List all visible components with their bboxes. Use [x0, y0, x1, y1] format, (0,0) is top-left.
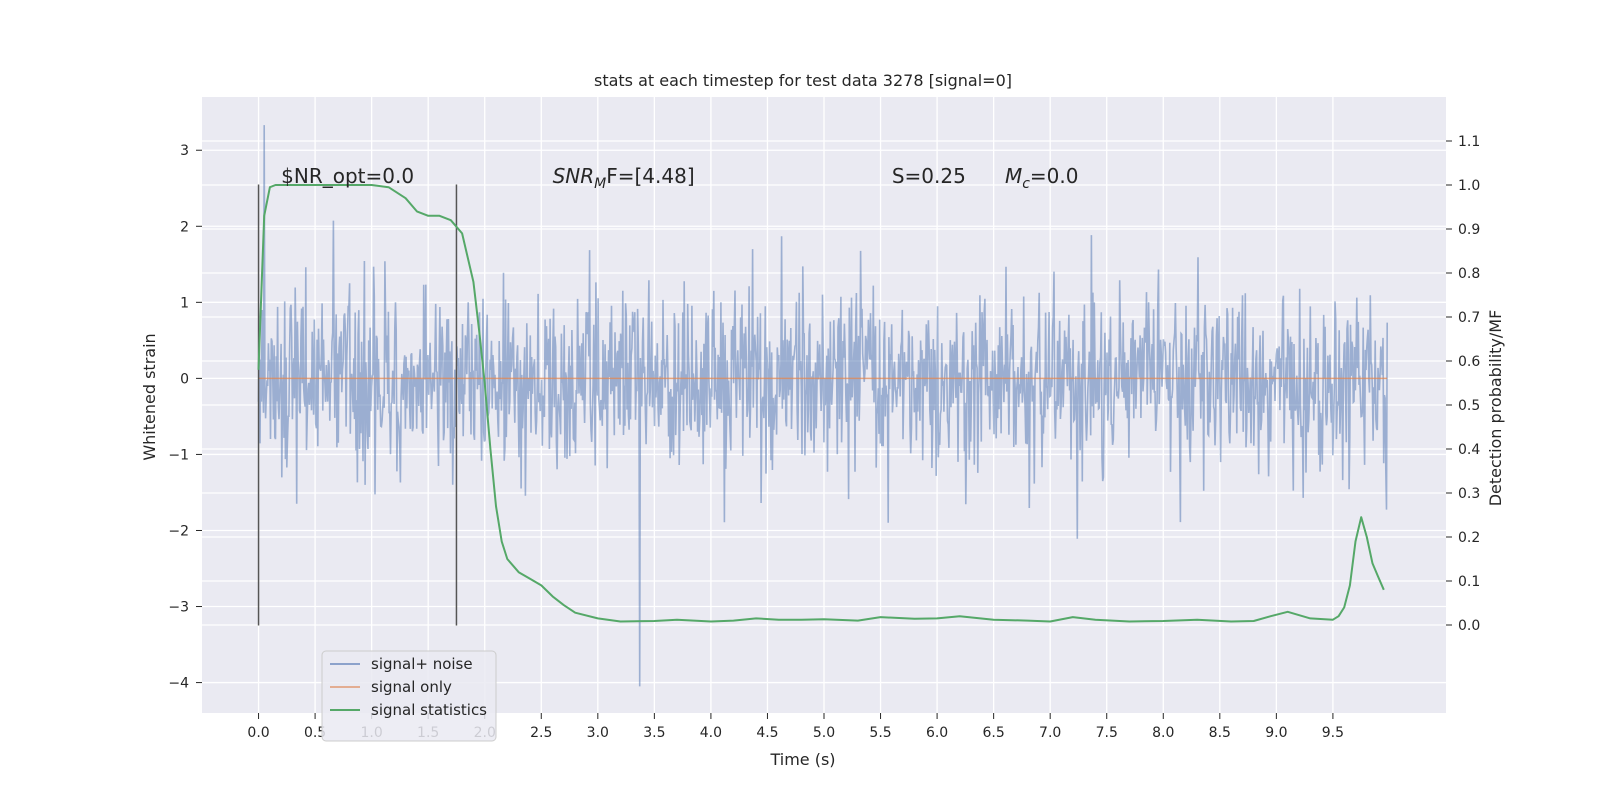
- annotations: $NR_opt=0.0 SNRMF=[4.48] S=0.25 Mc=0.0: [281, 164, 1078, 192]
- y2-tick-label: 0.7: [1458, 310, 1480, 326]
- annotation-mc: Mc=0.0: [1005, 164, 1079, 192]
- y2-tick-label: 0.6: [1458, 354, 1480, 370]
- y-tick-label: −4: [168, 676, 189, 692]
- legend-label: signal statistics: [371, 701, 487, 719]
- annotation-snr-mf-value: F=[4.48]: [606, 164, 694, 188]
- y-tick-label: 1: [180, 295, 189, 311]
- x-tick-label: 8.5: [1209, 725, 1231, 741]
- series-signal-noise-line: [257, 125, 1388, 687]
- y-tick-label: −1: [168, 447, 189, 463]
- chart-title: stats at each timestep for test data 327…: [594, 71, 1012, 90]
- legend-label: signal only: [371, 678, 452, 696]
- x-tick-label: 5.0: [813, 725, 835, 741]
- x-tick-label: 2.5: [530, 725, 552, 741]
- y-axis-label: Whitened strain: [140, 333, 159, 460]
- y2-tick-label: 1.1: [1458, 134, 1480, 150]
- y-tick-label: 0: [180, 371, 189, 387]
- annotation-snr-mf-part: SNR: [553, 164, 595, 188]
- x-tick-label: 6.5: [983, 725, 1005, 741]
- x-tick-label: 4.5: [756, 725, 778, 741]
- y2-tick-label: 1.0: [1458, 178, 1480, 194]
- x-tick-label: 5.5: [869, 725, 891, 741]
- x-tick-label: 7.5: [1096, 725, 1118, 741]
- legend-label: signal+ noise: [371, 655, 473, 673]
- series-signal-statistics-line: [257, 184, 1385, 623]
- x-tick-label: 9.5: [1322, 725, 1344, 741]
- x-tick-label: 9.0: [1265, 725, 1287, 741]
- annotation-snr-mf-subscript: M: [594, 176, 606, 192]
- y2-tick-label: 0.3: [1458, 486, 1480, 502]
- y2-tick-label: 0.8: [1458, 266, 1480, 282]
- y2-axis-label: Detection probability/MF: [1486, 310, 1505, 507]
- plot-area: 0.00.51.01.52.02.53.03.54.04.55.05.56.06…: [168, 97, 1480, 742]
- x-tick-label: 8.0: [1152, 725, 1174, 741]
- y2-tick-label: 0.5: [1458, 398, 1480, 414]
- y2-tick-label: 0.2: [1458, 530, 1480, 546]
- x-tick-label: 0.0: [247, 725, 269, 741]
- x-axis-label: Time (s): [769, 750, 835, 769]
- y2-tick-label: 0.9: [1458, 222, 1480, 238]
- legend-box: [321, 650, 497, 742]
- x-tick-label: 0.5: [304, 725, 326, 741]
- y2-tick-label: 0.0: [1458, 618, 1480, 634]
- x-tick-label: 6.0: [926, 725, 948, 741]
- annotation-mc-subscript: c: [1022, 176, 1030, 192]
- x-tick-label: 7.0: [1039, 725, 1061, 741]
- annotation-snr-mf: SNRMF=[4.48]: [553, 164, 695, 192]
- y2-tick-label: 0.4: [1458, 442, 1480, 458]
- y-tick-label: 3: [180, 143, 189, 159]
- y-tick-label: 2: [180, 219, 189, 235]
- annotation-snr-opt: $NR_opt=0.0: [281, 164, 414, 188]
- y-tick-label: −2: [168, 523, 189, 539]
- annotation-mc-symbol: M: [1005, 164, 1022, 188]
- annotation-s: S=0.25: [892, 164, 966, 188]
- y2-tick-label: 0.1: [1458, 574, 1480, 590]
- tick-labels: 0.00.51.01.52.02.53.03.54.04.55.05.56.06…: [168, 134, 1480, 741]
- x-tick-label: 3.0: [587, 725, 609, 741]
- y-tick-label: −3: [168, 600, 189, 616]
- x-tick-label: 4.0: [700, 725, 722, 741]
- annotation-mc-value: =0.0: [1030, 164, 1079, 188]
- legend: signal+ noise signal only signal statistic…: [321, 650, 497, 742]
- x-tick-label: 3.5: [643, 725, 665, 741]
